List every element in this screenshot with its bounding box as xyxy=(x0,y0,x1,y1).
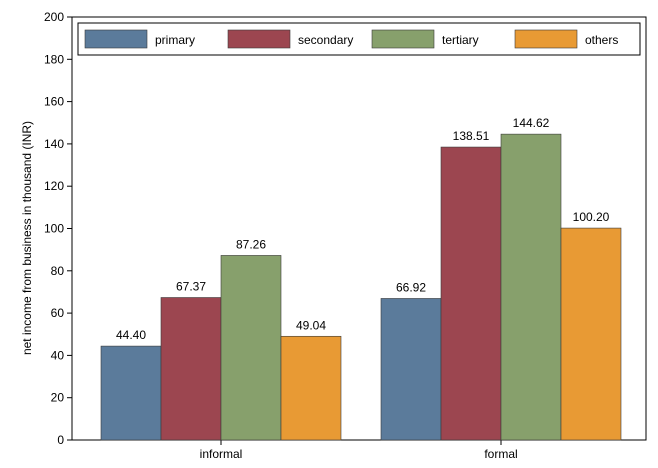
data-label-secondary-formal: 138.51 xyxy=(453,129,490,143)
y-tick-label: 60 xyxy=(51,306,65,320)
data-label-secondary-informal: 67.37 xyxy=(176,280,206,294)
data-label-tertiary-formal: 144.62 xyxy=(513,116,550,130)
x-axis: informal formal xyxy=(200,440,518,461)
bar-others-formal xyxy=(560,227,622,441)
y-tick-label: 40 xyxy=(51,348,65,362)
y-tick-label: 140 xyxy=(44,137,64,151)
legend-swatch-primary xyxy=(84,29,148,49)
legend-swatch-secondary xyxy=(227,29,291,49)
bar-secondary-formal xyxy=(440,146,502,441)
data-label-primary-formal: 66.92 xyxy=(396,280,426,294)
y-tick-label: 80 xyxy=(51,264,65,278)
data-label-others-formal: 100.20 xyxy=(573,210,610,224)
x-tick-label-formal: formal xyxy=(484,447,517,461)
legend-swatch-tertiary xyxy=(371,29,435,49)
bar-tertiary-informal xyxy=(220,255,282,441)
y-tick-label: 20 xyxy=(51,391,65,405)
bar-others-informal xyxy=(280,335,342,441)
y-tick-label: 0 xyxy=(57,433,64,447)
data-labels: 44.40 67.37 87.26 49.04 66.92 138.51 144.62 100… xyxy=(116,116,610,342)
legend: primary secondary tertiary others xyxy=(77,22,641,56)
y-tick-label: 120 xyxy=(44,179,64,193)
legend-label-tertiary: tertiary xyxy=(442,33,479,47)
bar-tertiary-formal xyxy=(500,133,562,441)
legend-label-others: others xyxy=(585,33,618,47)
data-label-primary-informal: 44.40 xyxy=(116,328,146,342)
bar-primary-informal xyxy=(100,345,162,441)
legend-label-primary: primary xyxy=(155,33,195,47)
bar-secondary-informal xyxy=(160,297,222,441)
y-tick-label: 200 xyxy=(44,10,64,24)
y-axis-label: net income from business in thousand (IN… xyxy=(20,121,34,355)
legend-label-secondary: secondary xyxy=(298,33,353,47)
y-tick-label: 160 xyxy=(44,95,64,109)
data-label-tertiary-informal: 87.26 xyxy=(236,237,266,251)
y-tick-label: 180 xyxy=(44,52,64,66)
legend-swatch-others xyxy=(514,29,578,49)
y-tick-label: 100 xyxy=(44,222,64,236)
bar-primary-formal xyxy=(380,298,442,441)
data-label-others-informal: 49.04 xyxy=(296,318,326,332)
bars xyxy=(100,133,622,441)
y-axis: 0 20 40 60 80 100 120 140 160 180 200 xyxy=(44,10,72,447)
x-tick-label-informal: informal xyxy=(200,447,243,461)
